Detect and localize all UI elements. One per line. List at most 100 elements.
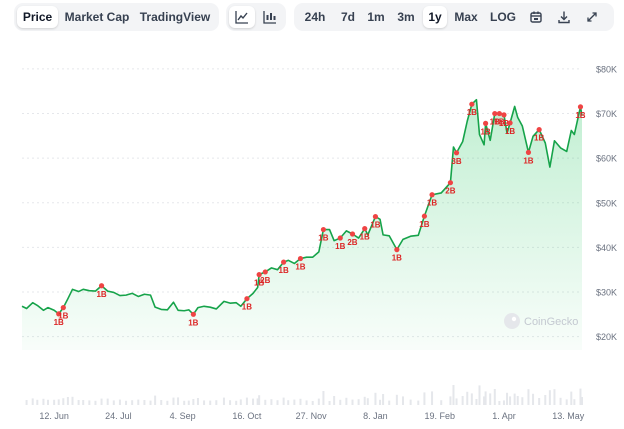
volume-bar (166, 400, 169, 405)
volume-bar (183, 400, 186, 405)
event-marker (483, 120, 489, 126)
range-max[interactable]: Max (454, 10, 478, 24)
event-marker (244, 296, 250, 302)
volume-bar (252, 398, 255, 405)
range-3m[interactable]: 3m (397, 10, 415, 24)
volume-bar (203, 400, 206, 405)
event-label: 1B (96, 290, 106, 299)
range-group: 24h 7d 1m 3m 1y Max LOG (294, 3, 614, 31)
event-label: 1B (242, 303, 252, 312)
volume-bar (71, 396, 74, 405)
x-tick-label: 19. Feb (424, 411, 455, 421)
volume-bar (239, 399, 242, 405)
volume-bar (47, 399, 50, 405)
volume-bar (452, 385, 455, 405)
event-label: 1B (295, 263, 305, 272)
event-marker (536, 127, 542, 133)
volume-bar (449, 396, 452, 405)
download-icon[interactable] (551, 6, 577, 28)
event-label: 1B (370, 221, 380, 230)
y-tick-label: $30K (596, 288, 617, 298)
event-label: 2B (260, 276, 270, 285)
volume-bar (470, 393, 473, 405)
volume-bar (172, 397, 175, 405)
event-marker (507, 120, 513, 126)
view-tab-group: Price Market Cap TradingView (14, 3, 219, 31)
watermark-text: CoinGecko (524, 316, 578, 328)
volume-bar (282, 397, 285, 405)
event-marker (190, 311, 196, 317)
volume-bar (100, 398, 103, 405)
volume-bar (42, 398, 45, 405)
volume-bar (270, 399, 273, 405)
volume-bar (516, 396, 519, 405)
volume-bar (538, 398, 541, 405)
event-label: 1B (188, 318, 198, 327)
volume-bar (570, 391, 573, 405)
x-tick-label: 16. Oct (232, 411, 262, 421)
event-marker (98, 283, 105, 289)
event-label: 1B (58, 312, 68, 321)
range-7d[interactable]: 7d (341, 10, 356, 24)
event-label: 1B (360, 233, 370, 242)
event-label: 2B (347, 238, 357, 247)
volume-bar (187, 400, 190, 405)
volume-bar (573, 399, 576, 405)
event-marker (394, 247, 400, 253)
event-marker (577, 104, 584, 110)
tab-tradingview[interactable]: TradingView (139, 10, 211, 24)
x-tick-label: 1. Apr (492, 411, 516, 421)
price-area (22, 99, 582, 351)
event-marker (525, 149, 532, 155)
volume-bar (149, 400, 152, 405)
event-label: 1B (54, 318, 64, 327)
event-marker (56, 311, 62, 317)
calendar-icon[interactable] (523, 6, 549, 28)
y-tick-label: $50K (596, 198, 617, 208)
event-label: 1B (494, 118, 504, 127)
range-24h[interactable]: 24h (304, 10, 326, 24)
volume-bar (409, 399, 412, 405)
event-marker (421, 213, 428, 219)
volume-bar (366, 398, 369, 405)
tab-market-cap[interactable]: Market Cap (64, 10, 130, 24)
volume-bar (345, 397, 348, 405)
volume-bar (229, 400, 232, 405)
volume-bar (506, 392, 509, 405)
chart-area: CoinGecko 1B 1B 1B 1B 1B 1B 2B 1B 1B 1B 1B 2B 1B 1B 1B… (0, 40, 624, 429)
volume-bar (160, 400, 163, 405)
line-chart-icon[interactable] (229, 6, 255, 28)
event-marker (469, 101, 475, 107)
volume-bar (317, 398, 320, 405)
volume-bar (440, 400, 443, 405)
volume-bar (579, 388, 582, 405)
volume-bar (544, 395, 547, 405)
volume-bar (423, 392, 426, 405)
log-scale-toggle[interactable]: LOG (490, 10, 516, 24)
volume-bar (305, 400, 308, 405)
volume-bar (192, 399, 195, 405)
volume-bar (276, 400, 279, 405)
range-1m[interactable]: 1m (367, 10, 385, 24)
volume-bar (466, 391, 469, 405)
volume-bar (475, 399, 478, 405)
volume-bar (548, 390, 551, 405)
y-tick-label: $70K (596, 109, 617, 119)
expand-icon[interactable] (579, 6, 605, 28)
volume-bar (328, 401, 331, 405)
volume-bar (388, 400, 391, 405)
volume-bar (196, 398, 199, 405)
candlestick-chart-icon[interactable] (257, 6, 283, 28)
tab-price[interactable]: Price (17, 6, 58, 28)
volume-bar (417, 400, 420, 405)
chart-style-group (226, 3, 286, 31)
volume-bar (264, 399, 267, 405)
range-1y[interactable]: 1y (423, 6, 447, 28)
event-marker (501, 112, 507, 118)
event-label: 1B (480, 127, 490, 136)
event-label: 1B (575, 111, 585, 120)
x-tick-label: 13. May (552, 411, 585, 421)
x-tick-label: 8. Jan (363, 411, 388, 421)
volume-bar (112, 400, 115, 405)
volume-bar (455, 398, 458, 405)
